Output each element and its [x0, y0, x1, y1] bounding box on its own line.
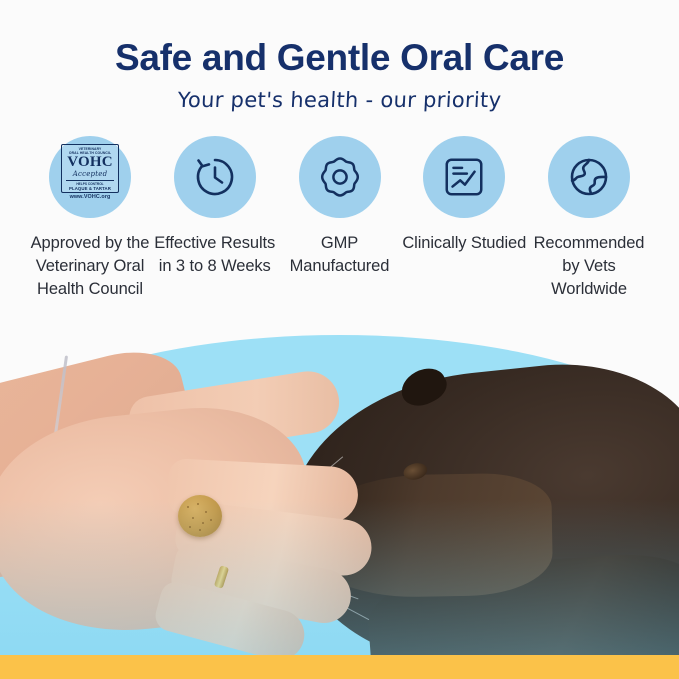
badge-recommended-by-vets: Recommended by Vets Worldwide — [527, 136, 651, 301]
vohc-seal-url: www.VOHC.org — [69, 194, 111, 201]
badge-circle — [173, 136, 256, 218]
vohc-seal-bottom-line-2: PLAQUE & TARTAR — [69, 185, 111, 191]
vohc-seal-top-line-2: ORAL HEALTH COUNCIL — [68, 151, 112, 156]
page-subtitle: Your pet's health - our priority — [177, 88, 502, 112]
badge-vohc-approved: VETERINARY ORAL HEALTH COUNCIL VOHC Acce… — [28, 136, 152, 301]
badge-gmp-manufactured: GMP Manufactured — [278, 136, 402, 301]
chart-trend-icon — [445, 158, 483, 196]
badge-label: Recommended by Vets Worldwide — [533, 234, 645, 298]
header: Safe and Gentle Oral Care Your pet's hea… — [0, 0, 679, 114]
badge-label: GMP Manufactured — [289, 234, 390, 275]
badge-circle — [298, 136, 381, 218]
badge-circle — [548, 136, 630, 218]
vohc-seal-bottom-line-1: HELPS CONTROL — [76, 181, 104, 186]
badge-label: Effective Results in 3 to 8 Weeks — [154, 234, 276, 275]
globe-icon — [570, 158, 608, 196]
vohc-seal-top-line-1: VETERINARY — [78, 147, 102, 151]
page-title: Safe and Gentle Oral Care — [114, 37, 564, 78]
vohc-seal-divider — [66, 180, 114, 181]
bottom-accent-bar — [0, 655, 679, 679]
badge-circle — [423, 136, 506, 218]
badge-clinically-studied: Clinically Studied — [402, 136, 526, 301]
badge-label: Approved by the Veterinary Oral Health C… — [30, 234, 150, 298]
dental-chew — [178, 495, 222, 537]
photo-vignette — [0, 499, 679, 679]
vohc-seal-wordmark: VOHC — [67, 154, 113, 171]
vohc-seal-icon: VETERINARY ORAL HEALTH COUNCIL VOHC Acce… — [60, 144, 120, 210]
feature-badge-row: VETERINARY ORAL HEALTH COUNCIL VOHC Acce… — [0, 136, 679, 301]
badge-label: Clinically Studied — [402, 234, 527, 252]
vohc-seal-accepted: Accepted — [72, 170, 108, 179]
clock-history-icon — [196, 158, 234, 196]
badge-circle: VETERINARY ORAL HEALTH COUNCIL VOHC Acce… — [49, 136, 131, 218]
product-photo — [0, 335, 679, 679]
gear-icon — [320, 157, 359, 197]
badge-effective-results: Effective Results in 3 to 8 Weeks — [153, 136, 277, 301]
